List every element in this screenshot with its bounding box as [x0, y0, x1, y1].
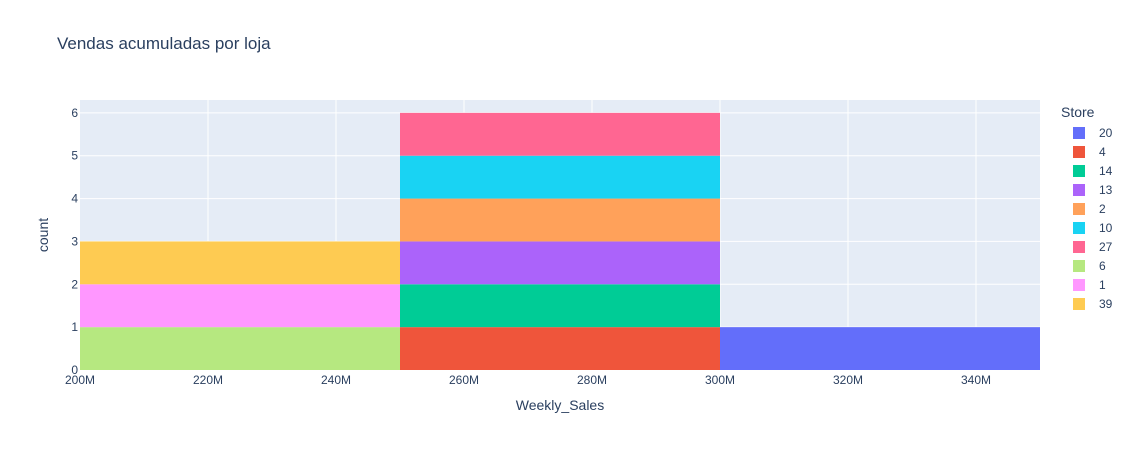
y-axis-label: count	[35, 218, 51, 252]
legend-label: 10	[1099, 220, 1113, 235]
bar-store-6[interactable]	[80, 327, 400, 370]
legend-item-store-1[interactable]: 1	[1061, 275, 1112, 294]
y-tick-label: 1	[71, 320, 78, 334]
legend-label: 39	[1099, 296, 1113, 311]
x-tick-label: 240M	[321, 373, 351, 387]
chart-title: Vendas acumuladas por loja	[57, 34, 271, 53]
legend-item-store-39[interactable]: 39	[1061, 294, 1112, 313]
bar-store-14[interactable]	[400, 284, 720, 328]
x-tick-label: 320M	[833, 373, 863, 387]
legend-swatch	[1073, 183, 1085, 196]
legend-swatch	[1073, 278, 1085, 291]
bars	[80, 112, 1040, 370]
legend-label: 13	[1099, 182, 1113, 197]
y-tick-labels: 0 1 2 3 4 5 6	[71, 106, 78, 377]
bar-store-10[interactable]	[400, 155, 720, 199]
legend-swatch	[1073, 202, 1085, 215]
legend-item-store-27[interactable]: 27	[1061, 237, 1112, 256]
legend-label: 1	[1099, 277, 1106, 292]
legend-label: 14	[1099, 163, 1113, 178]
legend-item-store-2[interactable]: 2	[1061, 199, 1112, 218]
y-tick-label: 0	[71, 363, 78, 377]
x-tick-label: 220M	[193, 373, 223, 387]
legend-swatch	[1073, 221, 1085, 234]
y-tick-label: 2	[71, 277, 78, 291]
legend-label: 20	[1099, 125, 1113, 140]
legend: Store 20 4 14 13 2 10 27 6 1 39	[1061, 104, 1112, 313]
y-tick-label: 3	[71, 234, 78, 248]
legend-swatch	[1073, 259, 1085, 272]
bar-store-2[interactable]	[400, 198, 720, 242]
x-tick-label: 300M	[705, 373, 735, 387]
bar-store-27[interactable]	[400, 112, 720, 156]
bar-store-39[interactable]	[80, 241, 400, 285]
legend-item-store-4[interactable]: 4	[1061, 142, 1112, 161]
x-tick-label: 200M	[65, 373, 95, 387]
legend-item-store-20[interactable]: 20	[1061, 123, 1112, 142]
legend-swatch	[1073, 145, 1085, 158]
legend-item-store-10[interactable]: 10	[1061, 218, 1112, 237]
x-tick-labels: 200M 220M 240M 260M 280M 300M 320M 340M	[65, 373, 991, 387]
legend-swatch	[1073, 240, 1085, 253]
y-tick-label: 6	[71, 106, 78, 120]
x-axis-label: Weekly_Sales	[516, 397, 604, 413]
legend-swatch	[1073, 164, 1085, 177]
x-tick-label: 340M	[961, 373, 991, 387]
legend-label: 27	[1099, 239, 1113, 254]
bar-store-13[interactable]	[400, 241, 720, 285]
bar-store-20[interactable]	[720, 327, 1040, 370]
legend-items: 20 4 14 13 2 10 27 6 1 39	[1061, 123, 1112, 313]
y-tick-label: 4	[71, 192, 78, 206]
legend-item-store-13[interactable]: 13	[1061, 180, 1112, 199]
legend-label: 4	[1099, 144, 1106, 159]
legend-label: 2	[1099, 201, 1106, 216]
legend-item-store-6[interactable]: 6	[1061, 256, 1112, 275]
bar-store-4[interactable]	[400, 327, 720, 370]
y-tick-label: 5	[71, 149, 78, 163]
legend-item-store-14[interactable]: 14	[1061, 161, 1112, 180]
legend-swatch	[1073, 126, 1085, 139]
x-tick-label: 280M	[577, 373, 607, 387]
legend-label: 6	[1099, 258, 1106, 273]
legend-swatch	[1073, 297, 1085, 310]
legend-title: Store	[1061, 104, 1095, 120]
bar-store-1[interactable]	[80, 284, 400, 328]
x-tick-label: 260M	[449, 373, 479, 387]
